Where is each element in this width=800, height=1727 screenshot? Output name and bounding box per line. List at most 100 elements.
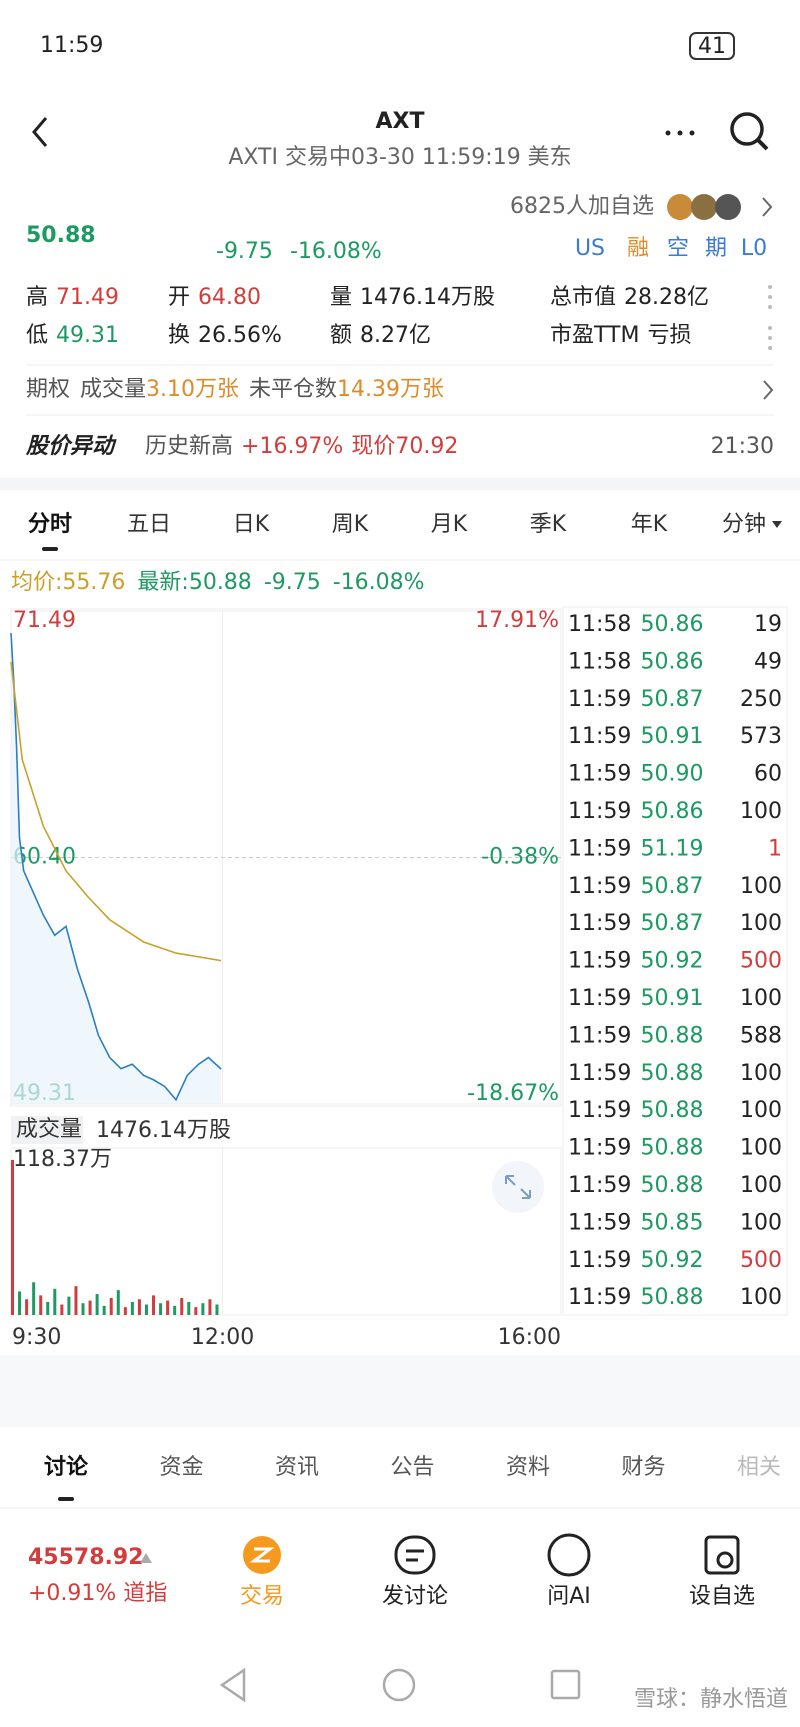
y2-tick-label: -18.67%: [467, 1081, 559, 1106]
trade-volume: 60: [754, 762, 782, 787]
watchers: 6825人加自选: [510, 194, 654, 219]
ai-icon: [547, 1533, 591, 1577]
trade-time: 11:59: [568, 874, 631, 899]
watch-arrow[interactable]: [762, 197, 773, 217]
trade-time: 11:59: [568, 1098, 631, 1123]
section-tab: 资金: [159, 1455, 203, 1480]
trade-time: 11:59: [568, 799, 631, 824]
watch-icon: [704, 1535, 740, 1575]
volume-label: 成交量: [16, 1117, 82, 1142]
trade-volume: 500: [740, 1248, 782, 1273]
volume-bar: [18, 1291, 22, 1315]
volume-bar: [166, 1300, 170, 1315]
trades-frame: [562, 606, 788, 1316]
section-tab: 财务: [621, 1455, 665, 1480]
section-tab: 相关: [737, 1455, 781, 1480]
volume-bar: [201, 1303, 205, 1315]
options-text: 期权: [26, 377, 70, 402]
search-button[interactable]: [730, 112, 769, 151]
trade-price: 51.19: [641, 836, 704, 861]
more-dot: [768, 326, 772, 330]
battery-level: 41: [698, 34, 726, 59]
volume-bar: [102, 1305, 106, 1315]
dropdown: [772, 521, 782, 528]
title: AXT: [376, 109, 425, 134]
trade-time: 11:59: [568, 986, 631, 1011]
section-indicator: [58, 1497, 74, 1501]
more-dot: [768, 305, 772, 309]
section-tab: 公告: [390, 1455, 434, 1480]
percent: -16.08%: [290, 239, 382, 264]
stat-label: 高: [26, 285, 48, 310]
trade-volume: 100: [740, 986, 782, 1011]
options-arrow[interactable]: [763, 380, 774, 400]
trade-price: 50.90: [641, 762, 704, 787]
action-label: 交易: [240, 1584, 284, 1609]
more-button[interactable]: [665, 130, 695, 136]
volume-bar: [81, 1303, 85, 1315]
back-button[interactable]: [32, 117, 48, 147]
y-tick-label: 71.49: [13, 608, 76, 633]
stat-label: 量: [330, 285, 352, 310]
expand-button[interactable]: [492, 1161, 544, 1213]
more-dot: [768, 295, 772, 299]
trade-price: 50.88: [641, 1285, 704, 1310]
index-arrow: [140, 1553, 152, 1563]
trade-volume: 100: [740, 1136, 782, 1161]
action-label: 发讨论: [382, 1584, 448, 1609]
volume-bar: [187, 1301, 191, 1315]
volume-bar: [39, 1295, 43, 1315]
stat-label: 换: [168, 323, 190, 348]
stat-label: 额: [330, 323, 352, 348]
trade-volume: 573: [740, 724, 782, 749]
discuss-glyph: [406, 1549, 424, 1562]
legend-text: 最新:50.88: [137, 570, 251, 595]
volume-bar: [11, 1160, 14, 1315]
x-tick-label: 9:30: [12, 1325, 61, 1350]
options-text: 14.39万张: [337, 377, 444, 402]
divider-band: [0, 1355, 800, 1427]
volume-bar: [130, 1301, 134, 1315]
tag: 期: [705, 236, 727, 261]
volume-bar: [123, 1307, 127, 1315]
volume-bar: [159, 1303, 163, 1315]
tag: 空: [667, 236, 689, 261]
volume-tick-label: 118.37万: [13, 1147, 112, 1172]
trade-price: 50.88: [641, 1173, 704, 1198]
trade-price: 50.91: [641, 724, 704, 749]
trade-time: 11:58: [568, 649, 631, 674]
stat-value: 64.80: [198, 285, 261, 310]
volume-bar: [88, 1300, 92, 1315]
trade-price: 50.91: [641, 986, 704, 1011]
trade-volume: 100: [740, 911, 782, 936]
chart-tab: 月K: [431, 512, 468, 537]
x-tick-label: 16:00: [498, 1325, 561, 1350]
volume-bar: [25, 1299, 29, 1315]
tag: L0: [741, 236, 767, 261]
trade-volume: 100: [740, 1098, 782, 1123]
volume-bar: [144, 1304, 148, 1315]
trade-time: 11:59: [568, 911, 631, 936]
trade-price: 50.86: [641, 612, 704, 637]
trade-volume: 100: [740, 1285, 782, 1310]
trade-price: 50.88: [641, 1023, 704, 1048]
more-dot: [768, 336, 772, 340]
index-change: +0.91% 道指: [28, 1581, 167, 1606]
stat-value: 亏损: [647, 323, 691, 348]
y2-tick-label: -0.38%: [481, 845, 559, 870]
trade-price: 50.88: [641, 1098, 704, 1123]
alert-text: 历史新高: [145, 434, 233, 459]
section-tab: 讨论: [44, 1454, 89, 1480]
x-tick-label: 12:00: [191, 1325, 254, 1350]
discuss-icon: [394, 1535, 436, 1575]
trade-time: 11:59: [568, 724, 631, 749]
trade-time: 11:59: [568, 949, 631, 974]
volume-bar: [53, 1288, 57, 1315]
trade-glyph: [249, 1547, 275, 1563]
legend-text: 均价:55.76: [11, 570, 125, 595]
options-text: 未平仓数: [249, 377, 337, 402]
options-text: 3.10万张: [146, 377, 239, 402]
trade-price: 50.92: [641, 1248, 704, 1273]
